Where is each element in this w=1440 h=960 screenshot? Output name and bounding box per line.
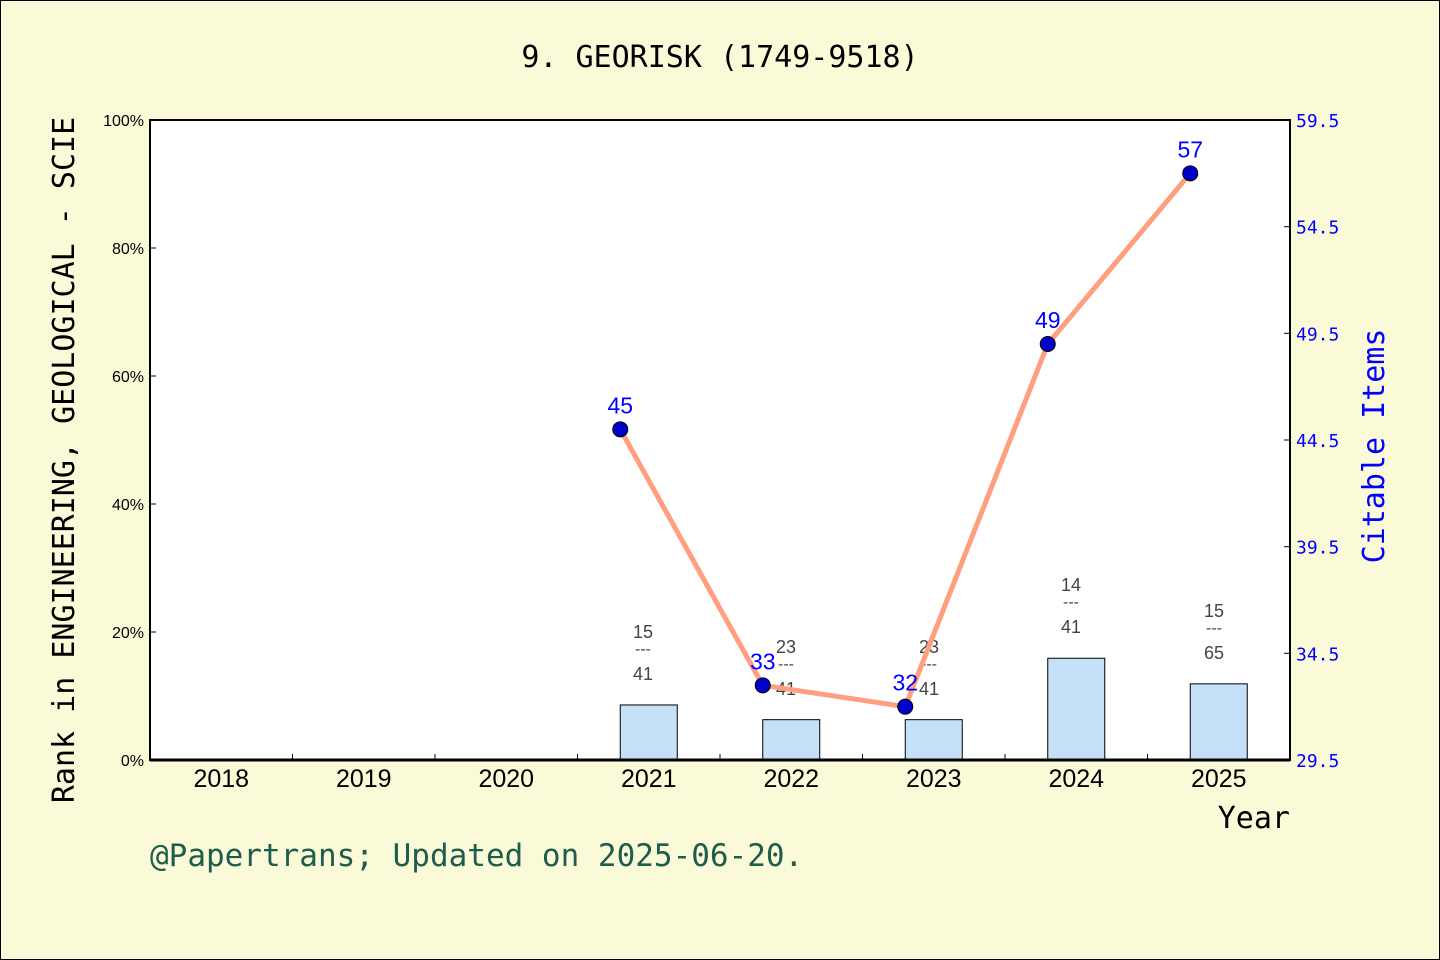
line-marker-2023: [897, 698, 914, 715]
right-tick-label: 39.5: [1296, 538, 1339, 559]
left-tick-label: 60%: [112, 369, 144, 386]
right-tick-label: 59.5: [1296, 111, 1339, 132]
x-tick-label: 2022: [763, 765, 819, 793]
right-tick-label: 29.5: [1296, 751, 1339, 772]
right-tick-label: 44.5: [1296, 431, 1339, 452]
right-axis-label: Citable Items: [1357, 329, 1392, 564]
bar-2025: [1189, 683, 1248, 761]
chart-title: 9. GEORISK (1749-9518): [521, 40, 918, 75]
bar-2023: [904, 719, 963, 761]
bar-rank-label: 15: [633, 622, 653, 642]
bar-fraction-separator: ---: [635, 641, 651, 658]
bar-total-label: 41: [1061, 617, 1081, 637]
left-tick-label: 80%: [112, 241, 144, 258]
x-tick-label: 2024: [1048, 765, 1104, 793]
bar-total-label: 41: [919, 679, 939, 699]
line-value-label: 49: [1035, 307, 1061, 333]
bar-2021: [619, 704, 678, 761]
line-marker-2022: [754, 677, 771, 694]
bar-total-label: 65: [1204, 643, 1224, 663]
left-axis-label: Rank in ENGINEERING, GEOLOGICAL - SCIE: [47, 117, 82, 803]
bar-fraction-separator: ---: [1063, 594, 1079, 611]
right-tick-label: 49.5: [1296, 324, 1339, 345]
x-axis-label: Year: [1218, 801, 1290, 836]
line-value-label: 32: [892, 670, 918, 696]
bar-fraction-separator: ---: [1206, 620, 1222, 637]
line-value-label: 45: [607, 392, 633, 418]
plot-area: [150, 120, 1290, 760]
bar-fraction-separator: ---: [778, 656, 794, 673]
right-tick-label: 34.5: [1296, 644, 1339, 665]
line-value-label: 33: [750, 648, 776, 674]
footer-credit: @Papertrans; Updated on 2025-06-20.: [150, 838, 803, 874]
bar-2022: [762, 719, 821, 761]
left-tick-label: 0%: [121, 753, 144, 770]
x-tick-label: 2019: [336, 765, 392, 793]
left-tick-label: 20%: [112, 625, 144, 642]
x-tick-label: 2020: [478, 765, 534, 793]
bar-2024: [1047, 657, 1106, 761]
x-tick-label: 2023: [906, 765, 962, 793]
line-marker-2024: [1039, 336, 1056, 352]
bar-rank-label: 14: [1061, 575, 1081, 595]
x-tick-label: 2021: [621, 765, 677, 793]
x-tick-label: 2025: [1191, 765, 1247, 793]
line-value-label: 57: [1177, 136, 1203, 162]
bar-rank-label: 15: [1204, 601, 1224, 621]
line-marker-2021: [612, 421, 629, 438]
line-marker-2025: [1182, 165, 1199, 182]
x-tick-label: 2018: [193, 765, 249, 793]
bar-total-label: 41: [633, 664, 653, 684]
left-tick-label: 100%: [103, 113, 144, 130]
left-tick-label: 40%: [112, 497, 144, 514]
right-tick-label: 54.5: [1296, 218, 1339, 239]
bar-rank-label: 23: [776, 637, 796, 657]
